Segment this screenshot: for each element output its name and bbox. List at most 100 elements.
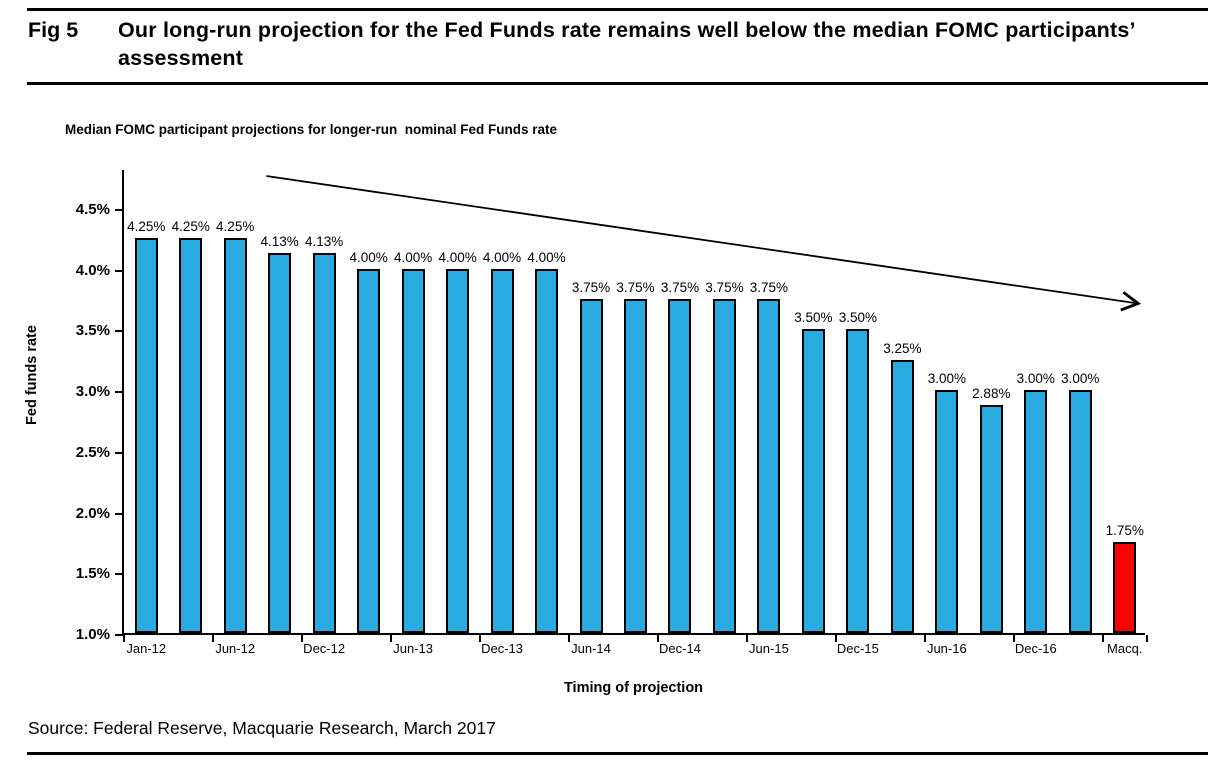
bar-value-label: 4.13% [305,233,344,249]
bar-value-label: 4.00% [349,249,388,265]
y-axis-title: Fed funds rate [24,325,40,425]
x-axis-tick [123,635,125,642]
x-axis-category-label: Jun-12 [215,641,256,656]
bar-slot: 4.25% Jun-12 [213,170,257,656]
x-axis-tick [1012,635,1015,642]
bar-fomc [579,299,603,633]
bar-slot: 2.88% [969,170,1013,633]
x-axis-tick [300,635,303,642]
figure-header: Fig 5 Our long-run projection for the Fe… [28,16,1208,72]
x-axis-title: Timing of projection [563,680,704,696]
bar-value-label: 1.75% [1105,522,1144,538]
y-axis-tick-label: 4.0% [75,261,110,279]
bar-value-label: 3.00% [1016,371,1055,387]
chart-title: Median FOMC participant projections for … [65,122,558,137]
bar-fomc [757,299,781,633]
y-axis-tick [115,209,124,211]
figure-number: Fig 5 [28,18,79,42]
y-axis-tick-label: 3.0% [75,383,110,401]
bar-value-label: 3.50% [838,310,878,326]
bar-value-label: 4.25% [171,219,210,235]
bar-fomc [312,252,336,633]
bar-fomc [490,268,514,633]
x-axis-category-label: Dec-13 [481,641,524,656]
figure-title: Our long-run projection for the Fed Fund… [118,18,1135,70]
y-axis-tick-label: 2.0% [75,504,110,522]
x-axis-category-label: Dec-14 [659,641,701,656]
x-axis-category-label: Jun-16 [926,641,967,656]
y-axis-tick [115,634,124,636]
bar-slot: 4.00% [435,170,479,633]
bar-fomc [712,299,736,633]
bar-macquarie [1113,541,1137,633]
bar-slot: 4.25% [168,170,212,633]
bar-value-label: 3.25% [883,340,922,356]
bar-fomc [223,238,247,633]
bar-value-label: 4.13% [260,233,299,249]
bar-slot: 3.50% Dec-15 [836,170,880,656]
bar-fomc [801,329,825,633]
top-rule [27,8,1208,11]
y-axis-tick [115,330,124,333]
y-axis-tick [115,573,124,576]
y-axis-tick [115,512,124,515]
x-axis-category-label: Macq. [1107,641,1143,656]
bar-fomc [446,268,470,633]
x-axis-tick [389,635,392,642]
x-axis-tick [923,635,926,642]
plot-area: 4.5% 4.0% 3.5% 3.0% 2.5% 2.0% 1.5% 1.0% 4.25% Jan… [76,170,1148,656]
x-axis-tick [745,635,748,642]
bar-fomc [401,268,425,633]
bar-value-label: 4.25% [216,219,255,235]
y-axis-tick-label: 2.5% [75,443,110,461]
bar-value-label: 3.00% [1061,371,1100,387]
x-axis-category-label: Dec-16 [1014,641,1057,656]
bar-value-label: 3.75% [660,280,700,296]
header-rule [27,82,1208,85]
y-axis-tick-label: 1.5% [75,565,110,583]
y-axis-tick-label: 3.5% [75,322,110,340]
bar-value-label: 3.75% [616,280,655,296]
bar-fomc [890,359,914,633]
x-axis-tick [567,635,570,642]
bar-slot: 3.75% Jun-15 [747,170,791,656]
bar-value-label: 3.00% [927,371,966,387]
bar-slot: 3.00% Jun-16 [925,170,969,656]
bar-slot: 3.50% [791,170,835,633]
x-axis-tick [211,635,214,642]
bar-value-label: 3.75% [705,280,744,296]
x-axis-category-label: Dec-15 [836,641,879,656]
x-axis-tick [1146,635,1148,642]
bar-slot: 3.25% [880,170,924,633]
bar-fomc [268,252,292,633]
x-axis-category-label: Jun-13 [393,641,433,656]
x-axis-category-label: Jan-12 [126,641,167,656]
x-axis-category-label: Dec-12 [303,641,346,656]
bar-slot: 4.13% [257,170,301,633]
bar-value-label: 2.88% [972,385,1011,401]
bar-fomc [357,268,381,633]
source-note: Source: Federal Reserve, Macquarie Resea… [28,718,496,738]
bar-slot: 4.00% Jun-13 [391,170,435,656]
bar-value-label: 3.50% [794,310,833,326]
x-axis-tick [1101,635,1104,642]
y-axis-tick-label: 4.5% [75,201,110,218]
bar-fomc [1068,390,1092,633]
x-axis-tick [656,635,659,642]
bar-slot: 4.00% [524,170,568,633]
y-axis-tick [115,391,124,394]
y-axis-tick [115,269,124,272]
bar-slot: 3.75% [613,170,657,633]
bar-value-label: 4.00% [527,249,566,265]
bar-fomc [535,268,559,633]
bar-slot: 4.25% Jan-12 [124,170,168,656]
bar-slot: 4.13% Dec-12 [302,170,346,656]
bar-slot: 3.00% Dec-16 [1014,170,1058,656]
x-axis-tick [478,635,481,642]
bar-fomc [1024,390,1048,633]
bar-fomc [935,390,959,633]
x-axis-tick [834,635,837,642]
y-axis-tick-label: 1.0% [75,626,110,643]
bar-fomc [179,238,203,633]
x-axis-category-label: Jun-14 [571,641,611,656]
